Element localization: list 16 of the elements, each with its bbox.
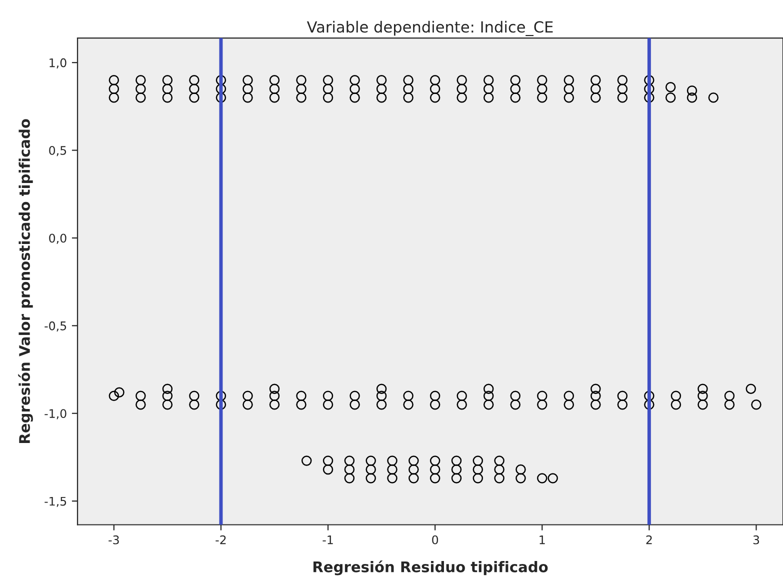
x-tick-label: 1 — [540, 536, 545, 544]
y-tick-label: 0,5 — [49, 146, 66, 156]
x-tick-label: 2 — [646, 535, 652, 544]
x-tick-label: 3 — [753, 535, 760, 544]
y-tick-label: 0,0 — [49, 234, 66, 244]
x-tick-label: -3 — [108, 535, 119, 544]
chart-title: Variable dependiente: Indice_CE — [306, 20, 553, 36]
x-tick-label: -1 — [322, 536, 333, 544]
x-tick-label: 0 — [432, 535, 438, 544]
x-tick-label: -2 — [216, 535, 226, 544]
y-tick-label: 1,0 — [50, 58, 66, 68]
y-tick-label: -1,5 — [44, 496, 66, 507]
y-tick-label: -0,5 — [44, 321, 66, 332]
y-axis-title: Regresión Valor pronosticado tipificado — [18, 119, 33, 443]
y-tick-label: -1,0 — [44, 409, 66, 420]
x-axis-title: Regresión Residuo tipificado — [313, 560, 548, 576]
